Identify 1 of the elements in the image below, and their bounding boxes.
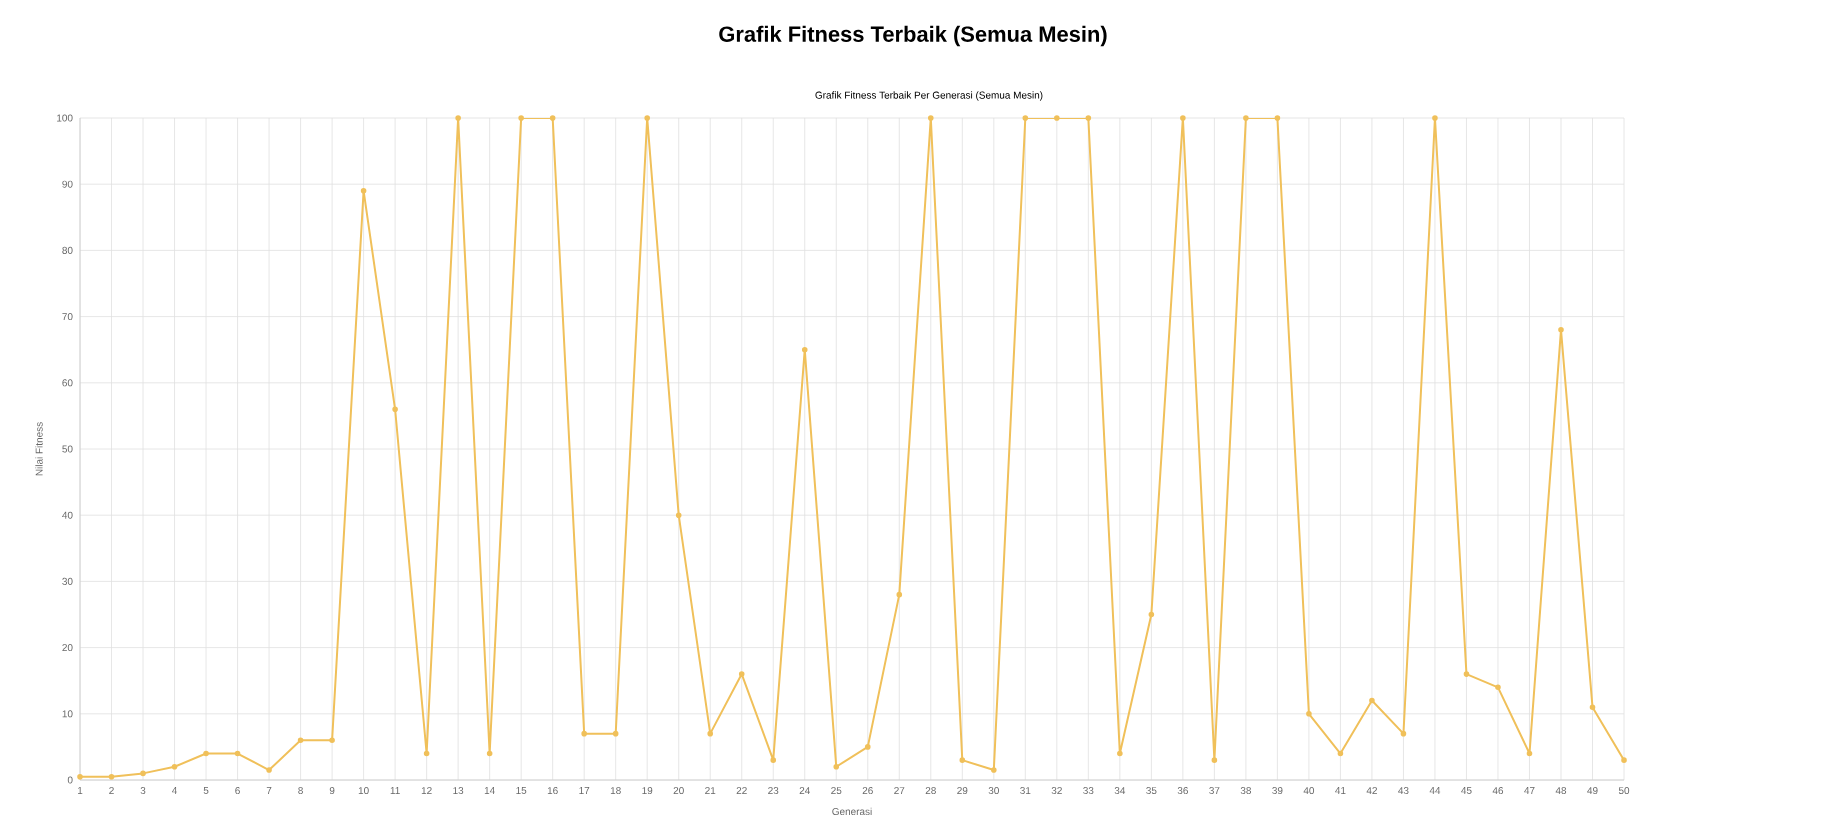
chart-title: Grafik Fitness Terbaik (Semua Mesin) xyxy=(719,25,1107,47)
